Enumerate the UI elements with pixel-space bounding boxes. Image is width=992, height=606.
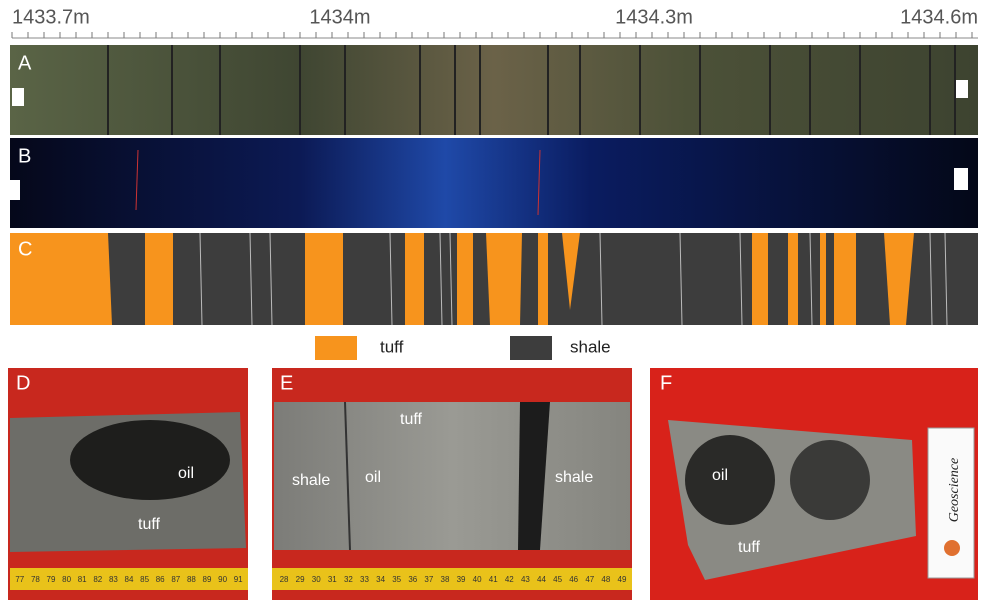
ruler-number: 81: [78, 575, 87, 584]
ruler-number: 34: [376, 575, 385, 584]
ruler-number: 29: [296, 575, 305, 584]
ruler-number: 48: [601, 575, 610, 584]
ruler-number: 35: [392, 575, 401, 584]
photo-label: tuff: [738, 539, 761, 556]
panel-letter: D: [16, 372, 30, 394]
ruler-number: 36: [408, 575, 417, 584]
depth-label: 1433.7m: [12, 6, 90, 28]
ruler-number: 47: [585, 575, 594, 584]
ruler-number: 89: [203, 575, 212, 584]
ruler-number: 80: [62, 575, 71, 584]
panel-letter: C: [18, 238, 32, 260]
legend-swatch: [510, 336, 552, 360]
photo-label: oil: [178, 465, 194, 482]
ruler-number: 83: [109, 575, 118, 584]
ruler-number: 88: [187, 575, 196, 584]
ruler-number: 28: [280, 575, 289, 584]
photo-label: oil: [365, 469, 381, 486]
legend-swatch: [315, 336, 357, 360]
ruler-number: 44: [537, 575, 546, 584]
depth-label: 1434.6m: [900, 6, 978, 28]
ruler-number: 37: [424, 575, 433, 584]
ruler-number: 30: [312, 575, 321, 584]
panel-letter: E: [280, 372, 293, 394]
ruler-number: 90: [218, 575, 227, 584]
ruler-number: 32: [344, 575, 353, 584]
ruler-number: 85: [140, 575, 149, 584]
figure: 1433.7m 1434m 1434.3m 1434.6m A B C tuff…: [0, 0, 992, 601]
ruler-number: 77: [15, 575, 24, 584]
ruler-number: 87: [171, 575, 180, 584]
ruler-number: 91: [234, 575, 243, 584]
legend-label: tuff: [380, 337, 404, 356]
ruler-number: 41: [489, 575, 498, 584]
ruler-number: 39: [457, 575, 466, 584]
ruler-number: 82: [93, 575, 102, 584]
ruler-number: 40: [473, 575, 482, 584]
ruler-number: 84: [125, 575, 134, 584]
depth-label: 1434.3m: [615, 6, 693, 28]
photo-f: F oil tuff Geoscience: [650, 368, 978, 600]
ruler-number: 42: [505, 575, 514, 584]
ruler-number: 38: [441, 575, 450, 584]
panel-letter: F: [660, 372, 672, 394]
ruler-number: 43: [521, 575, 530, 584]
photo-d: 77 78 79 80 81 82 83 84 85 86 87 88 89 90 91 D oil tuf…: [8, 368, 248, 600]
photo-label: tuff: [138, 516, 161, 533]
core-photo-a: [10, 45, 978, 135]
ruler-number: 86: [156, 575, 165, 584]
ruler-label: Geoscience: [947, 458, 962, 523]
ruler-number: 78: [31, 575, 40, 584]
depth-label: 1434m: [309, 6, 370, 28]
core-fluorescence-b: [10, 138, 978, 228]
photo-e: 28 29 30 31 32 33 34 35 36 37 38 39 40 41 42 43 44 45 46 47…: [272, 368, 632, 600]
depth-scale: 1433.7m 1434m 1434.3m 1434.6m: [12, 6, 978, 38]
photo-label: tuff: [400, 411, 423, 428]
panel-letter: A: [18, 52, 32, 74]
panel-letter: B: [18, 145, 31, 167]
ruler-number: 49: [618, 575, 627, 584]
ruler-number: 31: [328, 575, 337, 584]
photo-label: oil: [712, 467, 728, 484]
ruler-number: 46: [569, 575, 578, 584]
photo-label: shale: [292, 472, 330, 489]
ruler-number: 79: [47, 575, 56, 584]
ruler-number: 45: [553, 575, 562, 584]
ruler-number: 33: [360, 575, 369, 584]
photo-label: shale: [555, 469, 593, 486]
legend-label: shale: [570, 337, 611, 356]
